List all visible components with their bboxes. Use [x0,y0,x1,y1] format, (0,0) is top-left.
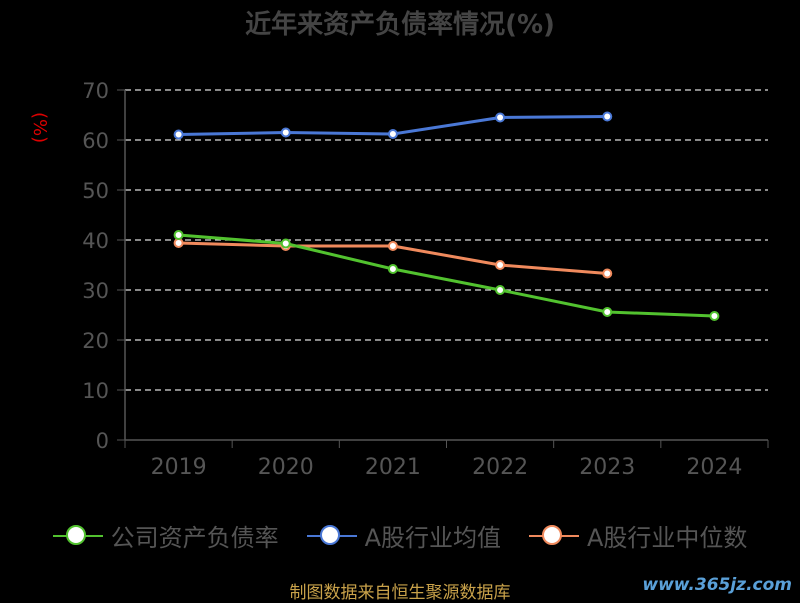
y-tick-label: 20 [82,329,109,353]
data-point [173,129,184,140]
data-point [602,268,613,279]
y-tick-label: 50 [82,179,109,203]
series-line [178,233,715,318]
x-tick-label: 2022 [472,455,528,480]
y-tick-label: 0 [96,429,109,453]
x-tick-label: 2020 [258,455,314,480]
legend-item-company[interactable]: 公司资产负债率 [52,518,279,553]
data-point [495,260,506,270]
legend-item-industry-median[interactable]: A股行业中位数 [529,518,747,553]
y-axis-label: (%) [29,112,50,144]
x-tick-label: 2024 [686,455,742,480]
data-point [495,285,506,295]
data-point [173,238,184,248]
legend: 公司资产负债率 A股行业均值 A股行业中位数 [0,518,800,553]
data-point [173,230,184,240]
data-point [280,127,291,138]
data-point [387,241,398,251]
y-tick-label: 60 [82,129,109,153]
data-source-note: 制图数据来自恒生聚源数据库 [289,583,511,603]
y-tick-label: 30 [82,279,109,303]
data-point [602,111,613,122]
data-point [280,238,291,249]
data-point [387,264,398,274]
legend-label-industry-median: A股行业中位数 [587,524,748,552]
data-point [495,112,506,123]
x-tick-label: 2021 [365,455,421,480]
x-tick-label: 2023 [579,455,635,480]
data-point [387,129,398,139]
legend-label-company: 公司资产负债率 [110,524,279,552]
watermark: www.365jz.com [642,575,792,595]
legend-swatch-industry-median [529,524,579,548]
y-tick-label: 10 [82,379,109,403]
x-tick-label: 2019 [151,455,207,480]
legend-swatch-industry-mean [306,524,357,548]
data-point [709,311,720,321]
legend-label-industry-mean: A股行业均值 [364,524,501,552]
data-point [602,307,613,317]
y-tick-label: 70 [82,79,109,103]
legend-item-industry-mean[interactable]: A股行业均值 [306,518,501,553]
y-tick-label: 40 [82,229,109,253]
chart-title: 近年来资产负债率情况(%) [245,10,555,40]
legend-swatch-company [52,524,103,548]
